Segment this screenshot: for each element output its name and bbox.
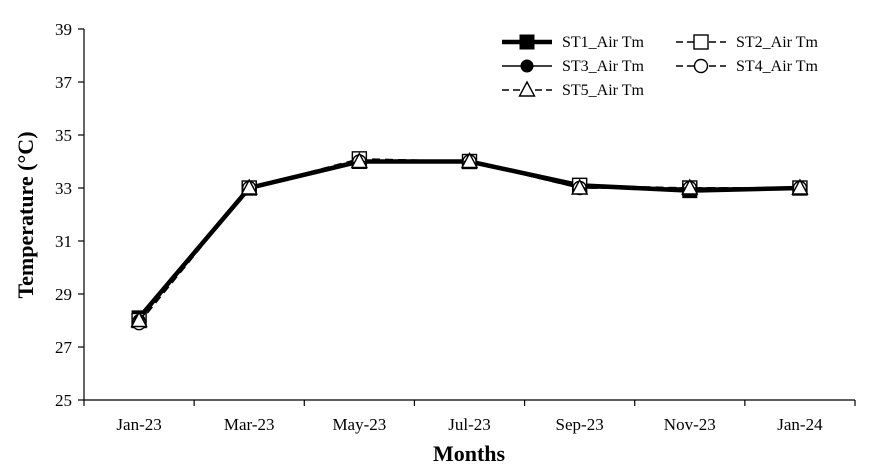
y-axis-title: Temperature (°C) — [13, 131, 38, 298]
y-tick-label: 31 — [55, 232, 72, 251]
series-line — [138, 160, 800, 322]
legend-marker — [518, 80, 536, 97]
data-point — [681, 178, 699, 195]
data-point — [130, 311, 148, 328]
legend-item-1: ST1_Air Tm — [502, 34, 644, 51]
legend-marker — [693, 58, 709, 74]
series-line — [138, 160, 800, 324]
legend-marker — [519, 34, 535, 50]
legend-label: ST2_Air Tm — [736, 34, 818, 51]
legend-item-4: ST4_Air Tm — [676, 58, 818, 75]
y-tick-label: 27 — [55, 338, 73, 357]
legend-label: ST1_Air Tm — [562, 34, 644, 51]
series-line — [138, 158, 800, 322]
series-5 — [130, 152, 809, 328]
series-2 — [131, 151, 808, 329]
x-tick-label: Nov-23 — [664, 415, 716, 434]
y-tick-label: 33 — [55, 179, 72, 198]
series-3 — [132, 155, 807, 327]
y-tick-label: 39 — [55, 20, 72, 39]
series-line — [137, 159, 800, 320]
axes: 25 27 29 31 33 35 37 39 Jan-23 Mar-23 May-23 Jul-23… — [55, 20, 856, 434]
x-tick-label: Jul-23 — [448, 415, 491, 434]
series-4 — [131, 154, 808, 331]
legend-marker — [693, 34, 709, 50]
y-tick-label: 35 — [55, 126, 72, 145]
legend-label: ST5_Air Tm — [562, 82, 644, 99]
data-point — [570, 178, 589, 195]
y-tick-label: 25 — [55, 391, 72, 410]
x-tick-label: Jan-23 — [116, 415, 161, 434]
x-tick-label: Mar-23 — [224, 415, 275, 434]
series-layer — [130, 151, 809, 331]
x-tick-label: Sep-23 — [556, 415, 604, 434]
y-tick-label: 29 — [55, 285, 72, 304]
y-tick-label: 37 — [55, 73, 73, 92]
x-tick-label: May-23 — [332, 415, 386, 434]
series-line — [138, 160, 800, 322]
legend-item-5: ST5_Air Tm — [502, 80, 644, 99]
data-point — [350, 152, 369, 169]
legend-label: ST4_Air Tm — [736, 58, 818, 75]
legend-marker — [520, 59, 534, 73]
data-point — [240, 178, 258, 195]
x-tick-label: Jan-24 — [777, 415, 823, 434]
legend-item-3: ST3_Air Tm — [502, 58, 644, 75]
series-1 — [131, 154, 808, 326]
x-axis-title: Months — [433, 441, 506, 466]
data-point — [791, 178, 809, 195]
data-point — [460, 152, 479, 169]
legend-label: ST3_Air Tm — [562, 58, 644, 75]
legend: ST1_Air Tm ST2_Air Tm ST3_Air Tm ST4_Air Tm… — [502, 34, 818, 99]
legend-item-2: ST2_Air Tm — [676, 34, 818, 51]
